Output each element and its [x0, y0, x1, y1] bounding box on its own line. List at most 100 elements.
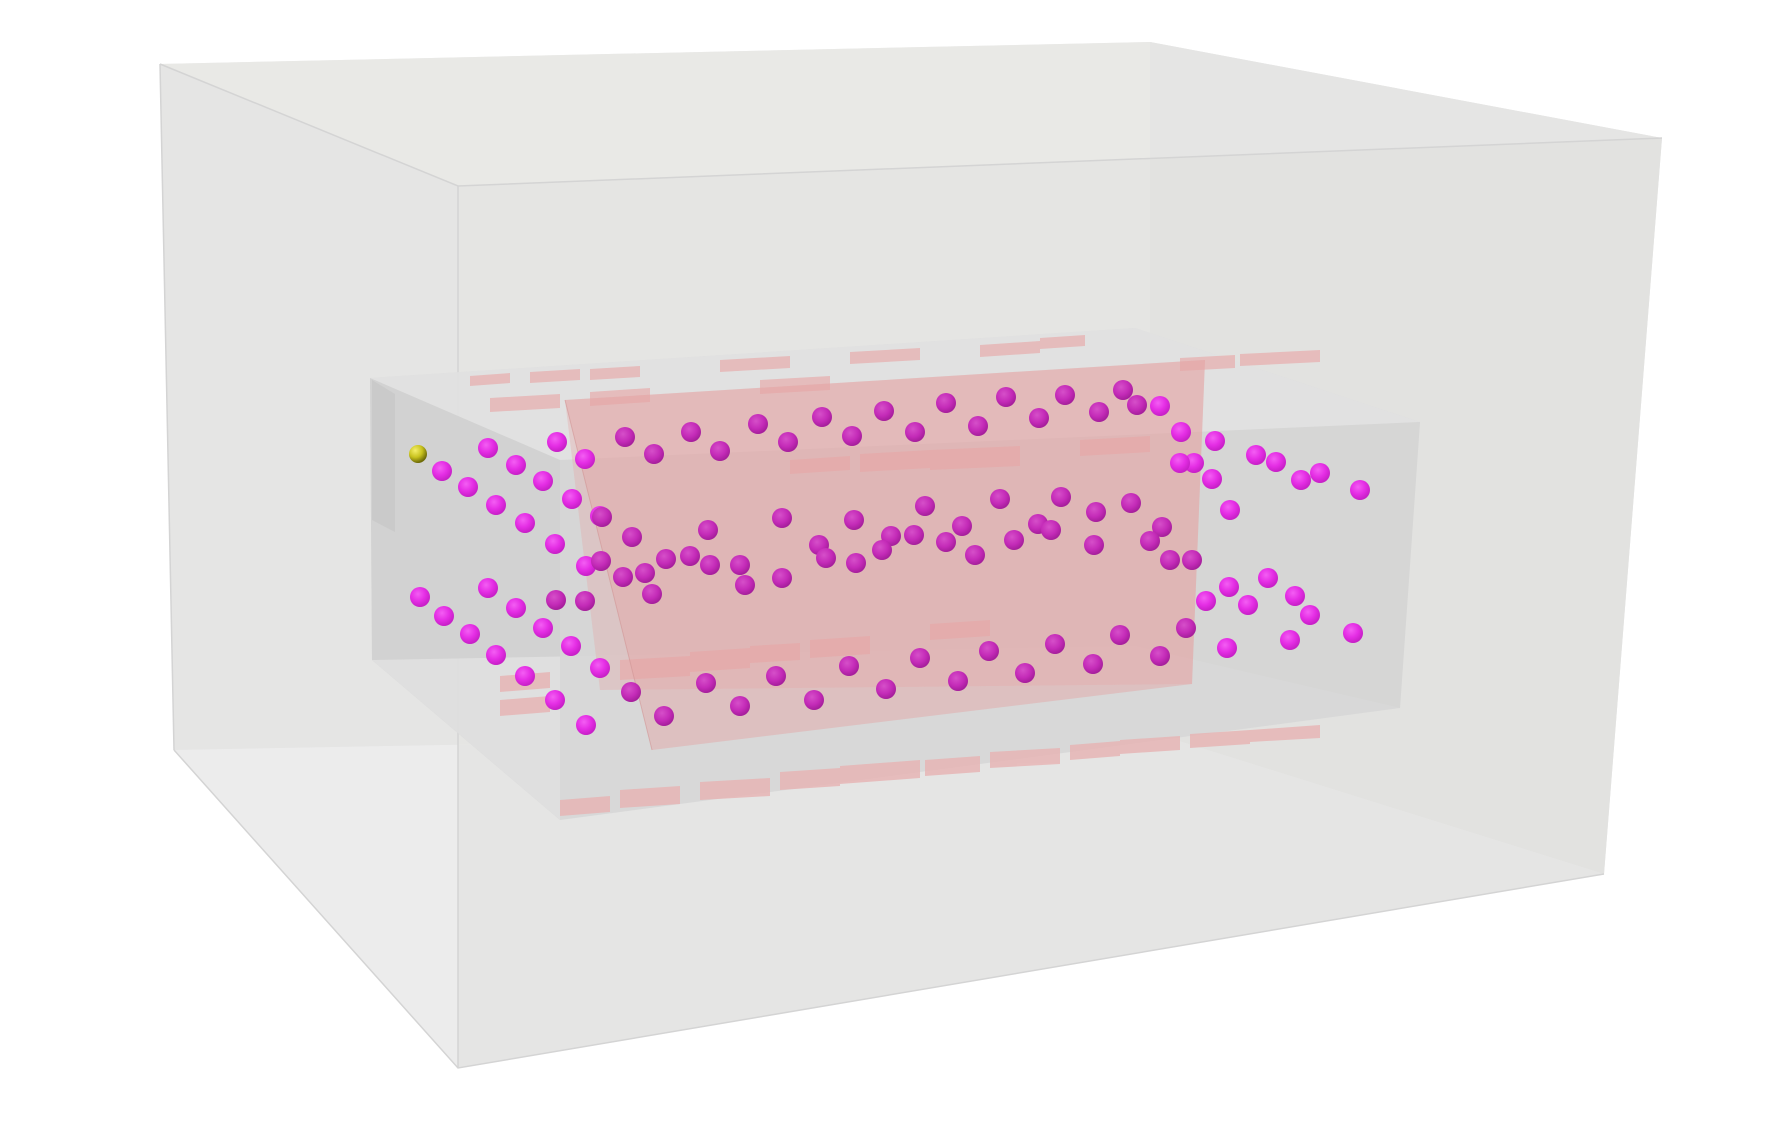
bead-particle	[1176, 618, 1196, 638]
bead-particle	[748, 414, 768, 434]
bead-particle	[952, 516, 972, 536]
bead-particle	[1182, 550, 1202, 570]
bead-particle	[642, 584, 662, 604]
bead-particle	[622, 527, 642, 547]
bead-particle	[545, 690, 565, 710]
bead-particle	[730, 555, 750, 575]
bead-particle	[1113, 380, 1133, 400]
bead-particle	[1220, 500, 1240, 520]
bead-particle	[1110, 625, 1130, 645]
bead-particle	[644, 444, 664, 464]
bead-particle	[486, 645, 506, 665]
electrode-pad-rows	[470, 335, 1320, 816]
bead-particle	[547, 432, 567, 452]
bead-particle	[1202, 469, 1222, 489]
bead-particle	[905, 422, 925, 442]
bead-particle	[654, 706, 674, 726]
bead-particle	[772, 508, 792, 528]
bead-particle	[546, 590, 566, 610]
bead-particle	[1084, 535, 1104, 555]
bead-particle	[1170, 453, 1190, 473]
bead-particle	[1171, 422, 1191, 442]
bead-particle	[965, 545, 985, 565]
bead-particle	[1266, 452, 1286, 472]
bead-particle	[904, 525, 924, 545]
bead-particle	[681, 422, 701, 442]
bead-particle	[839, 656, 859, 676]
bead-particle	[1045, 634, 1065, 654]
bead-particle	[1083, 654, 1103, 674]
bead-particle	[434, 606, 454, 626]
bead-particle	[562, 489, 582, 509]
bead-particle	[460, 624, 480, 644]
bead-particle	[1285, 586, 1305, 606]
bead-particle	[710, 441, 730, 461]
bead-particle	[874, 401, 894, 421]
bead-particle	[432, 461, 452, 481]
bead-particle	[735, 575, 755, 595]
bead-particle	[1160, 550, 1180, 570]
bead-particle	[846, 553, 866, 573]
bead-chain-particles	[410, 380, 1370, 735]
bead-particle	[561, 636, 581, 656]
bead-particle	[1150, 646, 1170, 666]
bead-particle	[478, 578, 498, 598]
bead-particle	[766, 666, 786, 686]
bead-particle	[1089, 402, 1109, 422]
bead-particle	[772, 568, 792, 588]
bead-particle	[635, 563, 655, 583]
bead-particle	[486, 495, 506, 515]
bead-particle	[478, 438, 498, 458]
bead-particle	[656, 549, 676, 569]
bead-particle	[506, 598, 526, 618]
bead-particle	[700, 555, 720, 575]
bead-particle	[410, 587, 430, 607]
bead-particle	[1140, 531, 1160, 551]
bead-particle	[458, 477, 478, 497]
bead-particle	[592, 507, 612, 527]
bead-particle	[545, 534, 565, 554]
bead-particle	[515, 666, 535, 686]
bead-particle	[872, 540, 892, 560]
bead-particle	[936, 393, 956, 413]
bead-particle	[1280, 630, 1300, 650]
bead-particle	[696, 673, 716, 693]
bead-particle	[591, 551, 611, 571]
bead-particle	[816, 548, 836, 568]
bead-particle	[1205, 431, 1225, 451]
inner-box-top-face	[370, 328, 1420, 460]
bead-particle	[1246, 445, 1266, 465]
bead-particle	[1300, 605, 1320, 625]
bead-particle	[1004, 530, 1024, 550]
bead-particle	[1343, 623, 1363, 643]
bead-particle	[1150, 396, 1170, 416]
bead-particle	[613, 567, 633, 587]
bead-particle	[1350, 480, 1370, 500]
bead-particle	[533, 618, 553, 638]
bead-particle	[1196, 591, 1216, 611]
bead-particle	[730, 696, 750, 716]
bead-particle	[590, 658, 610, 678]
bead-particle	[778, 432, 798, 452]
bead-particle	[915, 496, 935, 516]
bead-particle	[1219, 577, 1239, 597]
bead-particle	[968, 416, 988, 436]
bead-particle	[910, 648, 930, 668]
bead-particle	[844, 510, 864, 530]
inner-box-ledge	[372, 380, 395, 532]
bead-particle	[576, 715, 596, 735]
bead-particle	[1121, 493, 1141, 513]
bead-particle	[680, 546, 700, 566]
bead-particle	[979, 641, 999, 661]
bead-particle	[1051, 487, 1071, 507]
tracer-particle	[409, 445, 427, 463]
bead-particle	[1310, 463, 1330, 483]
bead-particle	[621, 682, 641, 702]
bead-particle	[1217, 638, 1237, 658]
bead-particle	[804, 690, 824, 710]
bead-particle	[615, 427, 635, 447]
bead-particle	[812, 407, 832, 427]
bead-particle	[990, 489, 1010, 509]
bead-particle	[1041, 520, 1061, 540]
